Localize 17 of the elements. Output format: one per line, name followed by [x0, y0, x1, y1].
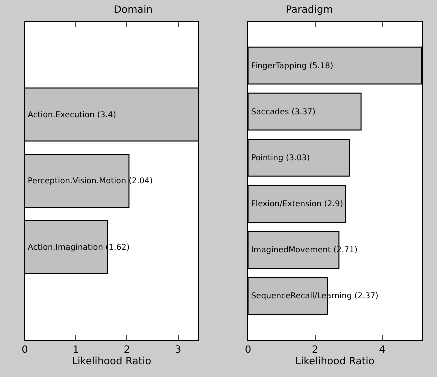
category-label: FingerTapping (5.18)	[251, 61, 334, 70]
x-axis-title: Likelihood Ratio	[296, 356, 375, 368]
category-label: Perception.Vision.Motion (2.04)	[28, 176, 153, 186]
chart-title: Domain	[114, 5, 153, 16]
x-tick-label: 1	[72, 345, 80, 356]
x-tick-label: 2	[124, 345, 130, 356]
x-tick-label: 0	[245, 345, 252, 356]
x-tick-label: 0	[22, 345, 28, 356]
x-tick-label: 2	[312, 345, 319, 356]
chart-title: Paradigm	[286, 5, 334, 16]
x-tick-label: 3	[175, 345, 182, 356]
category-label: Flexion/Extension (2.9)	[251, 200, 344, 209]
category-label: Action.Execution (3.4)	[28, 110, 116, 120]
x-axis-title: Likelihood Ratio	[72, 356, 152, 368]
x-tick-label: 4	[379, 345, 386, 356]
category-label: Saccades (3.37)	[251, 107, 316, 116]
category-label: Pointing (3.03)	[251, 153, 310, 162]
